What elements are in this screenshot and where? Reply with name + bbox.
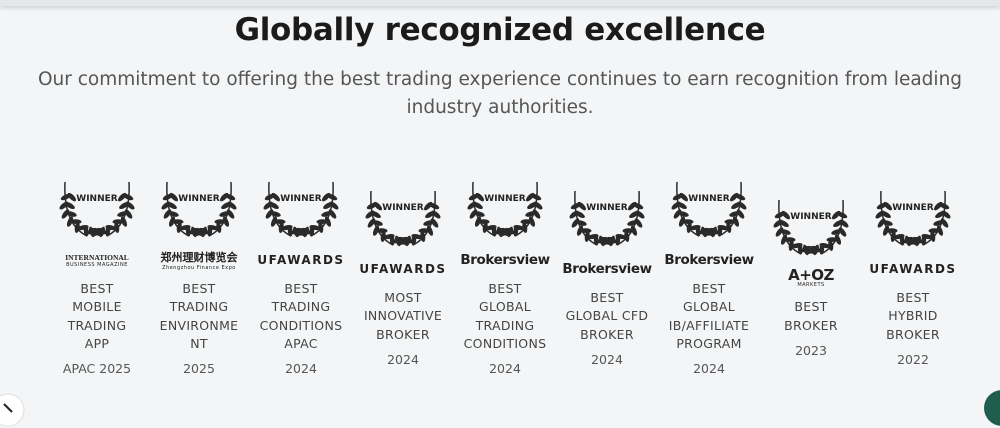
badge: WINNER: [76, 194, 117, 204]
award-title: BEST TRADING CONDITIONS APAC: [259, 281, 343, 351]
award: WINNER Brokersview BEST GLOBAL TRADING CON…: [454, 176, 556, 376]
issuer: Brokersview: [664, 252, 754, 269]
award-year: 2024: [489, 360, 521, 376]
section-subtitle: Our commitment to offering the best trad…: [37, 69, 963, 118]
award-title: BEST BROKER: [784, 299, 838, 333]
award: WINNER 郑州理财博览会 Zhengzhou Finance Expo BEST …: [148, 176, 250, 376]
award-title: BEST GLOBAL CFD BROKER: [565, 290, 649, 342]
issuer: UFAWARDS: [257, 253, 345, 268]
award-year: 2025: [183, 360, 215, 376]
issuer: Brokersview: [562, 261, 652, 278]
award: WINNER A+OZ MARKETS BEST BROKER 2023: [760, 194, 862, 358]
badge: WINNER: [484, 194, 525, 204]
laurel: WINNER: [57, 176, 137, 240]
issuer: INTERNATIONAL: [65, 252, 129, 262]
issuer-sub: BUSINESS MAGAZINE: [66, 261, 128, 268]
badge: WINNER: [280, 194, 321, 204]
award: WINNER Brokersview BEST GLOBAL CFD BROKER 2…: [556, 185, 658, 367]
award-title: BEST HYBRID BROKER: [886, 290, 940, 342]
badge: WINNER: [178, 194, 219, 204]
award-title: BEST MOBILE TRADING APP: [67, 281, 127, 351]
laurel: WINNER: [465, 176, 545, 240]
issuer-sub: Zhengzhou Finance Expo: [162, 265, 236, 272]
laurel: WINNER: [261, 176, 341, 240]
issuer-logo: Brokersview: [460, 248, 550, 272]
award-title: BEST TRADING ENVIRONMENT: [159, 281, 239, 351]
laurel: WINNER: [771, 194, 851, 258]
award-year: 2024: [285, 360, 317, 376]
issuer-logo: UFAWARDS: [869, 257, 956, 281]
award-year: 2023: [795, 342, 827, 358]
chat-button[interactable]: [982, 388, 1000, 428]
award-year: 2022: [897, 351, 929, 367]
awards-row: WINNER INTERNATIONAL BUSINESS MAGAZINE BEST…: [46, 160, 964, 392]
carousel-prev[interactable]: [0, 392, 26, 428]
issuer: 郑州理财博览会: [160, 251, 238, 265]
award-title: BEST GLOBAL IB/AFFILIATE PROGRAM: [668, 281, 750, 351]
top-bar: [0, 0, 1000, 6]
badge: WINNER: [688, 194, 729, 204]
laurel: WINNER: [159, 176, 239, 240]
badge: WINNER: [586, 203, 627, 213]
issuer-logo: UFAWARDS: [359, 257, 446, 281]
issuer: UFAWARDS: [869, 262, 957, 277]
issuer-logo: INTERNATIONAL BUSINESS MAGAZINE: [65, 248, 129, 272]
award-year: 2024: [693, 360, 725, 376]
laurel: WINNER: [567, 185, 647, 249]
issuer-logo: A+OZ MARKETS: [788, 266, 834, 290]
issuer-sub: MARKETS: [797, 282, 825, 289]
award-year: 2024: [591, 351, 623, 367]
issuer: Brokersview: [460, 252, 550, 269]
award: WINNER UFAWARDS BEST HYBRID BROKER 2022: [862, 185, 964, 367]
award-year: 2024: [387, 351, 419, 367]
award: WINNER INTERNATIONAL BUSINESS MAGAZINE BEST…: [46, 176, 148, 376]
issuer: A+OZ: [788, 266, 834, 285]
badge: WINNER: [382, 203, 423, 213]
award-title: BEST GLOBAL TRADING CONDITIONS: [463, 281, 547, 351]
laurel: WINNER: [669, 176, 749, 240]
badge: WINNER: [892, 203, 933, 213]
issuer-logo: Brokersview: [562, 257, 652, 281]
issuer-logo: 郑州理财博览会 Zhengzhou Finance Expo: [161, 248, 238, 272]
award: WINNER UFAWARDS BEST TRADING CONDITIONS AP…: [250, 176, 352, 376]
laurel: WINNER: [363, 185, 443, 249]
badge: WINNER: [790, 212, 831, 222]
section-title: Globally recognized excellence: [234, 12, 766, 48]
award: WINNER UFAWARDS MOST INNOVATIVE BROKER 2024: [352, 185, 454, 367]
award-title: MOST INNOVATIVE BROKER: [363, 290, 443, 342]
award-year: APAC 2025: [62, 360, 132, 376]
issuer: UFAWARDS: [359, 262, 447, 277]
issuer-logo: UFAWARDS: [257, 248, 344, 272]
award: WINNER Brokersview BEST GLOBAL IB/AFFILIAT…: [658, 176, 760, 376]
issuer-logo: Brokersview: [664, 248, 754, 272]
laurel: WINNER: [873, 185, 953, 249]
